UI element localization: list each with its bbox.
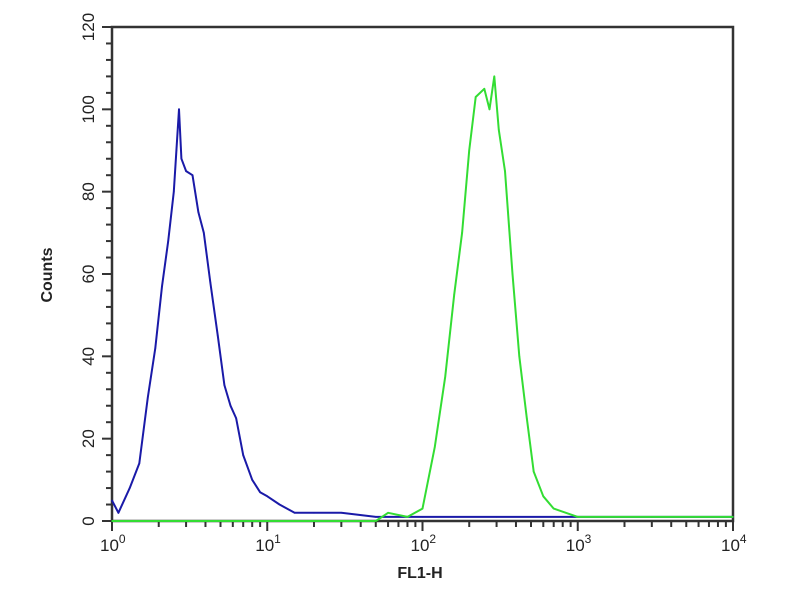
series-2-point: [732, 516, 734, 518]
series-layer: [111, 75, 734, 522]
x-tick-label: 104: [721, 532, 747, 555]
series-2-point: [468, 149, 471, 152]
series-2-point: [387, 511, 389, 514]
y-tick-label: 100: [79, 95, 98, 123]
series-1-point: [191, 174, 194, 176]
series-line-2: [112, 75, 733, 522]
series-1-point: [117, 511, 120, 514]
x-tick-label: 102: [411, 532, 437, 555]
x-tick-exponent: 0: [119, 532, 126, 546]
series-1-point: [278, 503, 281, 506]
x-tick-label: 101: [255, 532, 281, 555]
plot-frame: [110, 25, 735, 523]
series-1-point: [266, 495, 269, 498]
x-tick-label: 103: [566, 532, 592, 555]
series-2-point: [474, 96, 477, 98]
y-tick-label: 120: [79, 13, 98, 41]
series-1-point: [154, 347, 157, 349]
series-1-point: [128, 487, 131, 489]
series-2-point: [266, 520, 269, 522]
series-2-point: [493, 75, 496, 78]
x-tick-exponent: 4: [740, 532, 747, 546]
series-1-point: [259, 491, 261, 493]
series-1-point: [313, 511, 315, 514]
y-axis-title: Counts: [39, 247, 56, 302]
series-1-point: [175, 149, 178, 152]
series-2-point: [421, 507, 424, 510]
series-1-point: [209, 281, 212, 284]
series-1-point: [161, 285, 163, 288]
series-2-point: [483, 87, 486, 90]
series-1-point: [495, 516, 498, 518]
series-2-point: [406, 516, 409, 518]
series-1-point: [374, 516, 377, 518]
series-1-point: [242, 454, 245, 456]
y-tick-label: 40: [79, 347, 98, 366]
x-axis-title: FL1-H: [397, 565, 442, 582]
x-tick-label: 100: [100, 532, 126, 555]
y-tick-label: 80: [79, 182, 98, 201]
series-1-point: [167, 240, 169, 242]
series-1-point: [235, 417, 237, 419]
series-2-point: [518, 355, 521, 358]
series-2-point: [526, 417, 528, 419]
x-tick-base: 10: [566, 536, 585, 555]
series-1-point: [172, 190, 175, 193]
series-2-point: [504, 170, 506, 172]
series-1-point: [223, 384, 226, 386]
series-2-point: [374, 520, 377, 522]
x-tick-exponent: 1: [274, 532, 281, 546]
y-tick-label: 20: [79, 429, 98, 448]
series-2-point: [532, 470, 535, 473]
series-2-point: [433, 446, 436, 448]
series-1-point: [197, 211, 200, 214]
series-1-point: [138, 462, 141, 465]
series-2-point: [651, 516, 653, 518]
series-1-point: [185, 170, 187, 172]
series-2-point: [497, 129, 500, 131]
x-tick-base: 10: [411, 536, 430, 555]
series-1-point: [216, 334, 219, 337]
series-2-point: [111, 520, 113, 522]
x-tick-base: 10: [100, 536, 119, 555]
series-1-point: [202, 232, 205, 234]
series-2-point: [461, 232, 463, 234]
series-2-point: [511, 273, 514, 275]
series-2-point: [576, 516, 579, 518]
series-2-point: [542, 495, 545, 498]
series-2-point: [444, 376, 446, 378]
x-tick-base: 10: [255, 536, 274, 555]
x-tick-base: 10: [721, 536, 740, 555]
series-2-point: [488, 108, 491, 111]
series-1-point: [229, 404, 232, 407]
x-tick-exponent: 3: [585, 532, 592, 546]
series-1-point: [421, 516, 424, 518]
y-tick-label: 0: [79, 516, 98, 525]
series-1-point: [340, 511, 343, 514]
series-1-point: [178, 108, 180, 111]
x-tick-exponent: 2: [429, 532, 436, 546]
y-tick-label: 60: [79, 265, 98, 284]
series-2-point: [552, 507, 555, 510]
series-1-point: [293, 511, 296, 514]
series-2-point: [453, 293, 455, 296]
series-1-point: [146, 396, 149, 399]
series-line-1: [111, 108, 733, 518]
series-1-point: [111, 499, 113, 502]
series-1-point: [180, 157, 183, 160]
series-1-point: [251, 479, 254, 481]
